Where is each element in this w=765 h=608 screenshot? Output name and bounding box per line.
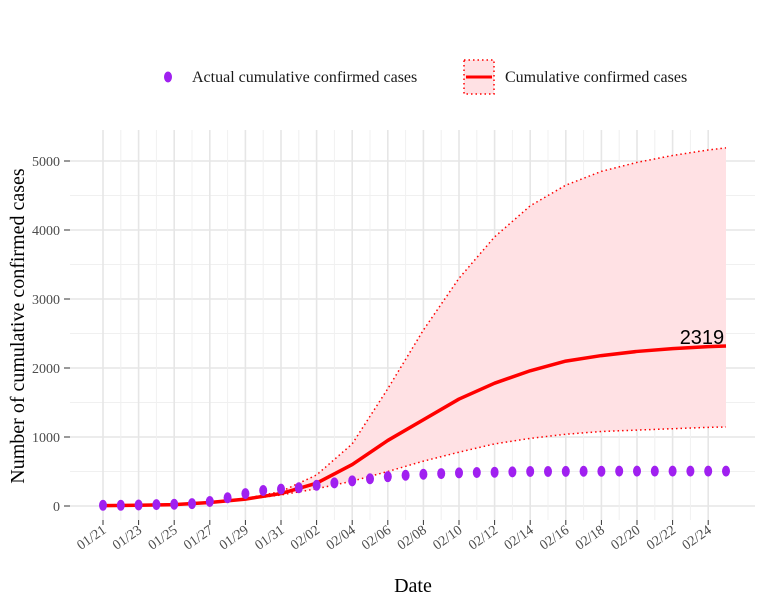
legend-points-label: Actual cumulative confirmed cases — [192, 69, 417, 86]
legend-points-key — [164, 71, 172, 83]
x-tick-label: 01/27 — [181, 523, 216, 554]
y-tick-label: 4000 — [32, 224, 60, 239]
data-point — [597, 465, 606, 477]
x-tick-label: 01/29 — [217, 523, 252, 554]
x-tick-label: 01/31 — [253, 523, 288, 554]
data-point — [544, 466, 552, 477]
data-point — [116, 499, 125, 511]
x-tick-label: 02/04 — [324, 523, 359, 554]
data-point — [419, 468, 428, 480]
y-tick-label: 5000 — [32, 155, 60, 170]
data-point — [722, 465, 730, 477]
data-point — [561, 465, 570, 477]
data-point — [170, 498, 179, 510]
grid — [70, 130, 755, 520]
data-point — [668, 465, 677, 477]
data-point — [205, 496, 214, 508]
data-point — [472, 467, 481, 479]
y-axis-title: Number of cumulative confirmed cases — [7, 168, 29, 484]
data-point — [579, 465, 588, 477]
data-point — [490, 466, 499, 478]
legend: Actual cumulative confirmed cases Cumula… — [164, 59, 687, 95]
data-point — [312, 479, 321, 491]
x-axis-ticks: 01/21 01/23 01/25 01/27 01/29 01/31 02/02 02/04… — [75, 520, 715, 554]
x-tick-label: 02/10 — [431, 523, 466, 554]
x-axis-title: Date — [394, 575, 432, 597]
data-point — [437, 468, 446, 480]
x-tick-label: 02/08 — [395, 523, 430, 554]
data-point — [330, 477, 339, 489]
data-point — [704, 465, 713, 477]
confidence-band-area — [103, 147, 726, 506]
end-value-label: 2319 — [680, 327, 725, 349]
x-tick-label: 02/22 — [644, 523, 679, 554]
upper-bound-line — [102, 147, 727, 507]
x-tick-label: 02/14 — [502, 523, 537, 554]
data-point — [686, 465, 695, 477]
actual-points — [99, 465, 730, 511]
legend-line-label: Cumulative confirmed cases — [505, 69, 687, 86]
data-point — [99, 499, 107, 511]
data-point — [152, 499, 161, 511]
x-tick-label: 02/24 — [680, 523, 715, 554]
data-point — [526, 466, 535, 477]
y-tick-label: 3000 — [32, 293, 60, 308]
x-tick-label: 02/20 — [609, 523, 644, 554]
data-point — [241, 488, 250, 500]
annotations: 2319 — [680, 327, 725, 349]
data-point — [134, 499, 143, 511]
x-tick-label: 02/16 — [537, 523, 572, 554]
x-tick-label: 01/23 — [110, 523, 145, 554]
lower-bound-line — [102, 426, 727, 507]
confidence-band — [102, 147, 727, 507]
data-point — [277, 483, 285, 495]
data-point — [188, 498, 196, 510]
x-tick-label: 01/25 — [146, 523, 181, 554]
data-point — [633, 465, 641, 477]
data-point — [294, 482, 303, 494]
data-point — [508, 466, 517, 478]
data-point — [615, 465, 624, 477]
y-axis-ticks: 0 1000 2000 3000 4000 5000 — [32, 155, 70, 515]
y-tick-label: 0 — [53, 500, 60, 515]
data-point — [383, 471, 392, 483]
data-point — [650, 465, 659, 477]
x-tick-label: 02/18 — [573, 523, 608, 554]
data-point — [223, 492, 232, 504]
x-tick-label: 02/06 — [359, 523, 394, 554]
x-tick-label: 02/02 — [288, 523, 323, 554]
data-point — [348, 475, 357, 487]
y-tick-label: 1000 — [32, 431, 60, 446]
data-point — [455, 467, 463, 479]
y-tick-label: 2000 — [32, 362, 60, 377]
x-tick-label: 01/21 — [75, 523, 110, 554]
data-point — [401, 469, 410, 481]
data-point — [366, 473, 374, 485]
data-point — [259, 484, 268, 496]
x-tick-label: 02/12 — [466, 523, 501, 554]
